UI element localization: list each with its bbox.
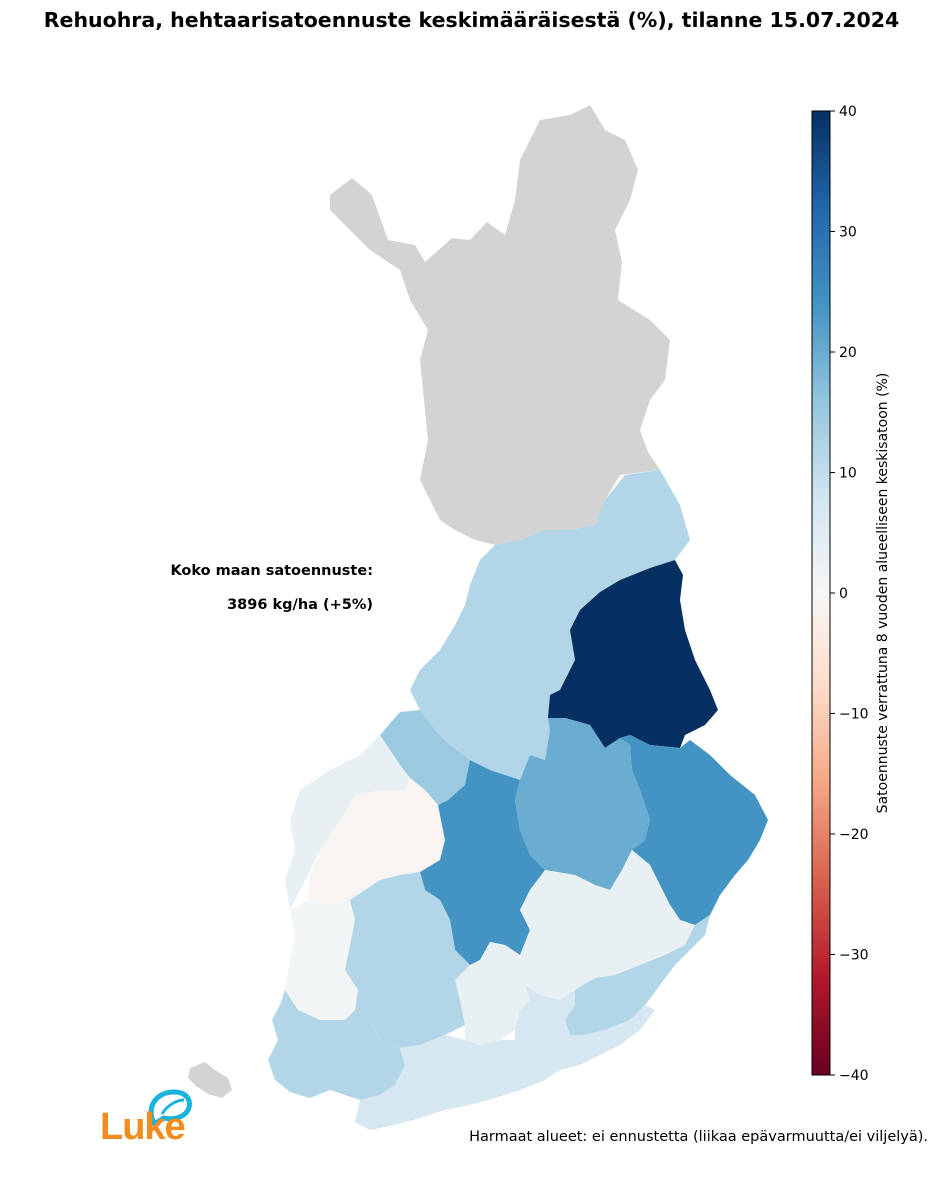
colorbar-ticks: 40 30 20 10 0 −10 −20 −30 −40 [830, 104, 869, 1084]
region-lapland [330, 105, 670, 545]
colorbar-tick-label: −20 [839, 827, 869, 843]
region-kainuu [548, 560, 718, 748]
colorbar-label: Satoennuste verrattuna 8 vuoden alueelli… [875, 373, 891, 814]
regions-layer [188, 105, 768, 1130]
region-northern-ostrobothnia [410, 470, 690, 780]
footnote: Harmaat alueet: ei ennustetta (liikaa ep… [469, 1129, 928, 1145]
region-kanta-hame [455, 942, 530, 1045]
colorbar: 40 30 20 10 0 −10 −20 −30 −40 Satoennuste verrat… [811, 104, 891, 1084]
region-central-finland [420, 760, 545, 965]
colorbar-tick-label: 10 [839, 466, 857, 482]
region-ostrobothnia [285, 735, 410, 910]
total-forecast-label: Koko maan satoennuste: [170, 563, 373, 579]
region-central-ostrobothnia [380, 710, 470, 805]
logo-text: Luke [100, 1106, 186, 1148]
region-satakunta [285, 900, 358, 1020]
chart-title: Rehuohra, hehtaarisatoennuste keskimäärä… [43, 8, 900, 32]
region-uusimaa [355, 1035, 560, 1130]
total-forecast-value: 3896 kg/ha (+5%) [227, 597, 373, 613]
region-paijat-hame [515, 985, 575, 1045]
colorbar-tick-label: 0 [839, 586, 848, 602]
colorbar-gradient [811, 110, 831, 1076]
region-southwest-finland [268, 990, 405, 1100]
region-north-karelia [620, 735, 768, 925]
colorbar-tick-label: −40 [839, 1068, 869, 1084]
luke-logo: Luke [100, 1088, 195, 1152]
colorbar-tick-label: 20 [839, 345, 857, 361]
region-southern-savonia [520, 850, 695, 1000]
colorbar-tick-label: −10 [839, 707, 869, 723]
colorbar-tick-label: 40 [839, 104, 857, 120]
region-aland [188, 1062, 232, 1098]
leaf-speech-bubble-icon [148, 1089, 192, 1127]
region-kymenlaakso [530, 1005, 655, 1070]
region-pirkanmaa [345, 872, 470, 1048]
colorbar-tick-label: −30 [839, 948, 869, 964]
region-south-karelia [565, 915, 710, 1035]
region-northern-savonia [515, 718, 650, 890]
region-south-ostrobothnia [308, 778, 445, 905]
colorbar-tick-label: 30 [839, 225, 857, 241]
